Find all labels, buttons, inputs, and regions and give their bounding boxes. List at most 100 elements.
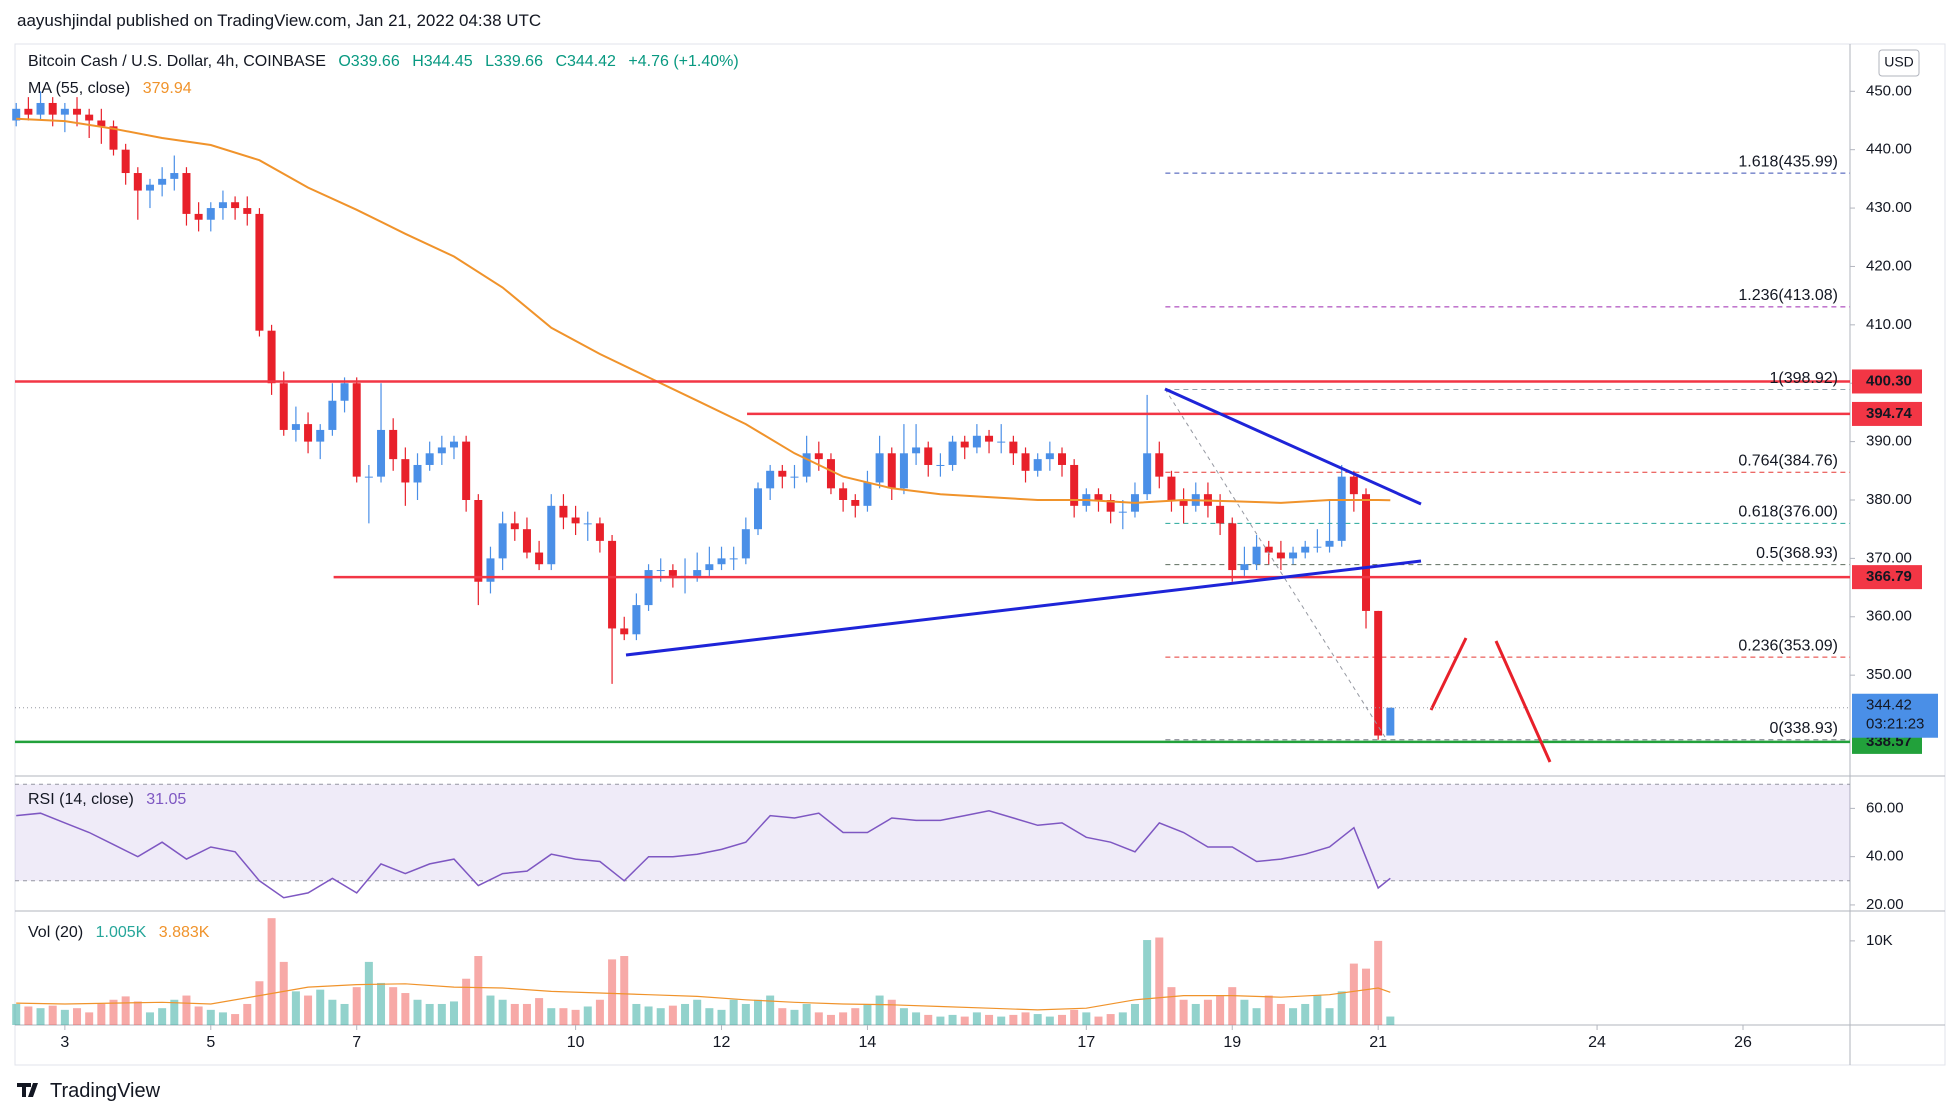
volume-bar bbox=[972, 1012, 981, 1025]
currency: USD bbox=[1884, 54, 1914, 70]
candle-body bbox=[425, 453, 434, 465]
current-price: 344.42 bbox=[1866, 697, 1912, 714]
volume-bar bbox=[1155, 937, 1164, 1025]
volume-bar bbox=[547, 1008, 556, 1025]
y-tick-label: 430.00 bbox=[1866, 199, 1912, 216]
candle-body bbox=[912, 447, 921, 454]
close: C344.42 bbox=[555, 53, 616, 70]
candle-body bbox=[571, 517, 580, 524]
volume-bar bbox=[316, 989, 325, 1025]
volume-bar bbox=[1191, 1003, 1200, 1025]
candle-body bbox=[182, 173, 191, 214]
level-label: 366.79 bbox=[1866, 568, 1912, 585]
volume-bar bbox=[826, 1014, 835, 1025]
volume-bar bbox=[36, 1008, 45, 1025]
volume-bar bbox=[1386, 1016, 1395, 1025]
candle-body bbox=[535, 552, 544, 565]
high: H344.45 bbox=[412, 53, 473, 70]
publisher: aayushjindal published on TradingView.co… bbox=[17, 11, 542, 30]
y-tick-label: 410.00 bbox=[1866, 316, 1912, 333]
volume-bar bbox=[1301, 1003, 1310, 1025]
logo-mark bbox=[17, 1083, 38, 1097]
candle-body bbox=[705, 564, 714, 571]
candle-body bbox=[608, 540, 617, 629]
candle-body bbox=[985, 435, 994, 442]
candle-body bbox=[1058, 453, 1067, 465]
volume-bar bbox=[717, 1009, 726, 1025]
candle-body bbox=[814, 453, 823, 460]
candle-body bbox=[291, 424, 300, 430]
candle-body bbox=[498, 523, 507, 559]
candle-body bbox=[1155, 453, 1164, 477]
volume-bar bbox=[583, 1006, 592, 1025]
volume-bar bbox=[73, 1008, 82, 1025]
volume-bar bbox=[522, 1003, 531, 1025]
candle-body bbox=[510, 523, 519, 530]
fib-label: 1.618(435.99) bbox=[1738, 153, 1838, 170]
candle-body bbox=[1325, 540, 1334, 547]
candle-body bbox=[413, 464, 422, 483]
volume-bar bbox=[291, 991, 300, 1025]
x-tick-label: 12 bbox=[713, 1034, 731, 1051]
volume-bar bbox=[352, 987, 361, 1025]
candle-body bbox=[1289, 552, 1298, 559]
candle-body bbox=[328, 400, 337, 430]
candle-body bbox=[1143, 453, 1152, 495]
volume-bar bbox=[912, 1012, 921, 1025]
volume-bar bbox=[510, 1003, 519, 1025]
candle-body bbox=[170, 173, 179, 179]
level-label: 400.30 bbox=[1866, 372, 1912, 389]
x-tick-label: 24 bbox=[1588, 1034, 1606, 1051]
arrow-up bbox=[1429, 637, 1468, 711]
candle-body bbox=[583, 523, 592, 525]
candle-body bbox=[1240, 564, 1249, 571]
volume-bar bbox=[170, 999, 179, 1025]
candle-body bbox=[741, 529, 750, 559]
candle-body bbox=[778, 470, 787, 477]
fib-label: 1.236(413.08) bbox=[1738, 287, 1838, 304]
candle-body bbox=[401, 459, 410, 483]
candle-body bbox=[364, 476, 373, 478]
currency-box[interactable] bbox=[1878, 49, 1920, 77]
candle-body bbox=[802, 453, 811, 477]
candle-body bbox=[36, 102, 45, 115]
candle-body bbox=[644, 570, 653, 606]
volume-bar bbox=[267, 918, 276, 1025]
candle-body bbox=[899, 453, 908, 489]
volume-bar bbox=[899, 1008, 908, 1025]
drawings bbox=[625, 387, 1552, 763]
candle-body bbox=[997, 441, 1006, 443]
volume-bar bbox=[437, 1003, 446, 1025]
volume-bar bbox=[851, 1008, 860, 1025]
rsi-legend: RSI (14, close) 31.05 bbox=[28, 791, 194, 809]
candle-body bbox=[267, 330, 276, 384]
candle-body bbox=[1216, 505, 1225, 524]
candle-body bbox=[158, 178, 167, 185]
y-tick-label: 440.00 bbox=[1866, 141, 1912, 158]
x-tick-label: 21 bbox=[1369, 1034, 1387, 1051]
volume-bar bbox=[474, 956, 483, 1025]
volume-bar bbox=[1240, 999, 1249, 1025]
x-tick-label: 26 bbox=[1734, 1034, 1752, 1051]
candle-body bbox=[474, 499, 483, 582]
trendline-upper bbox=[1164, 387, 1422, 506]
volume-bar bbox=[1325, 1008, 1334, 1025]
y-tick-label: 360.00 bbox=[1866, 608, 1912, 625]
volume-bar bbox=[1216, 995, 1225, 1025]
volume-bar bbox=[1289, 1008, 1298, 1025]
candle-body bbox=[522, 529, 531, 553]
candle-body bbox=[972, 435, 981, 448]
fib-label: 1(398.92) bbox=[1770, 370, 1839, 387]
volume-bar bbox=[632, 1003, 641, 1025]
candle-body bbox=[243, 208, 252, 214]
volume-bar bbox=[948, 1014, 957, 1025]
candle-body bbox=[1179, 499, 1188, 506]
level-box bbox=[1852, 401, 1922, 426]
volume-bar bbox=[389, 987, 398, 1025]
volume-bar bbox=[1082, 1012, 1091, 1025]
candle-body bbox=[656, 570, 665, 572]
volume-bar bbox=[1021, 1012, 1030, 1025]
fib-label: 0(338.93) bbox=[1770, 720, 1839, 737]
volume-bar bbox=[802, 1003, 811, 1025]
volume-bar bbox=[85, 1012, 94, 1025]
